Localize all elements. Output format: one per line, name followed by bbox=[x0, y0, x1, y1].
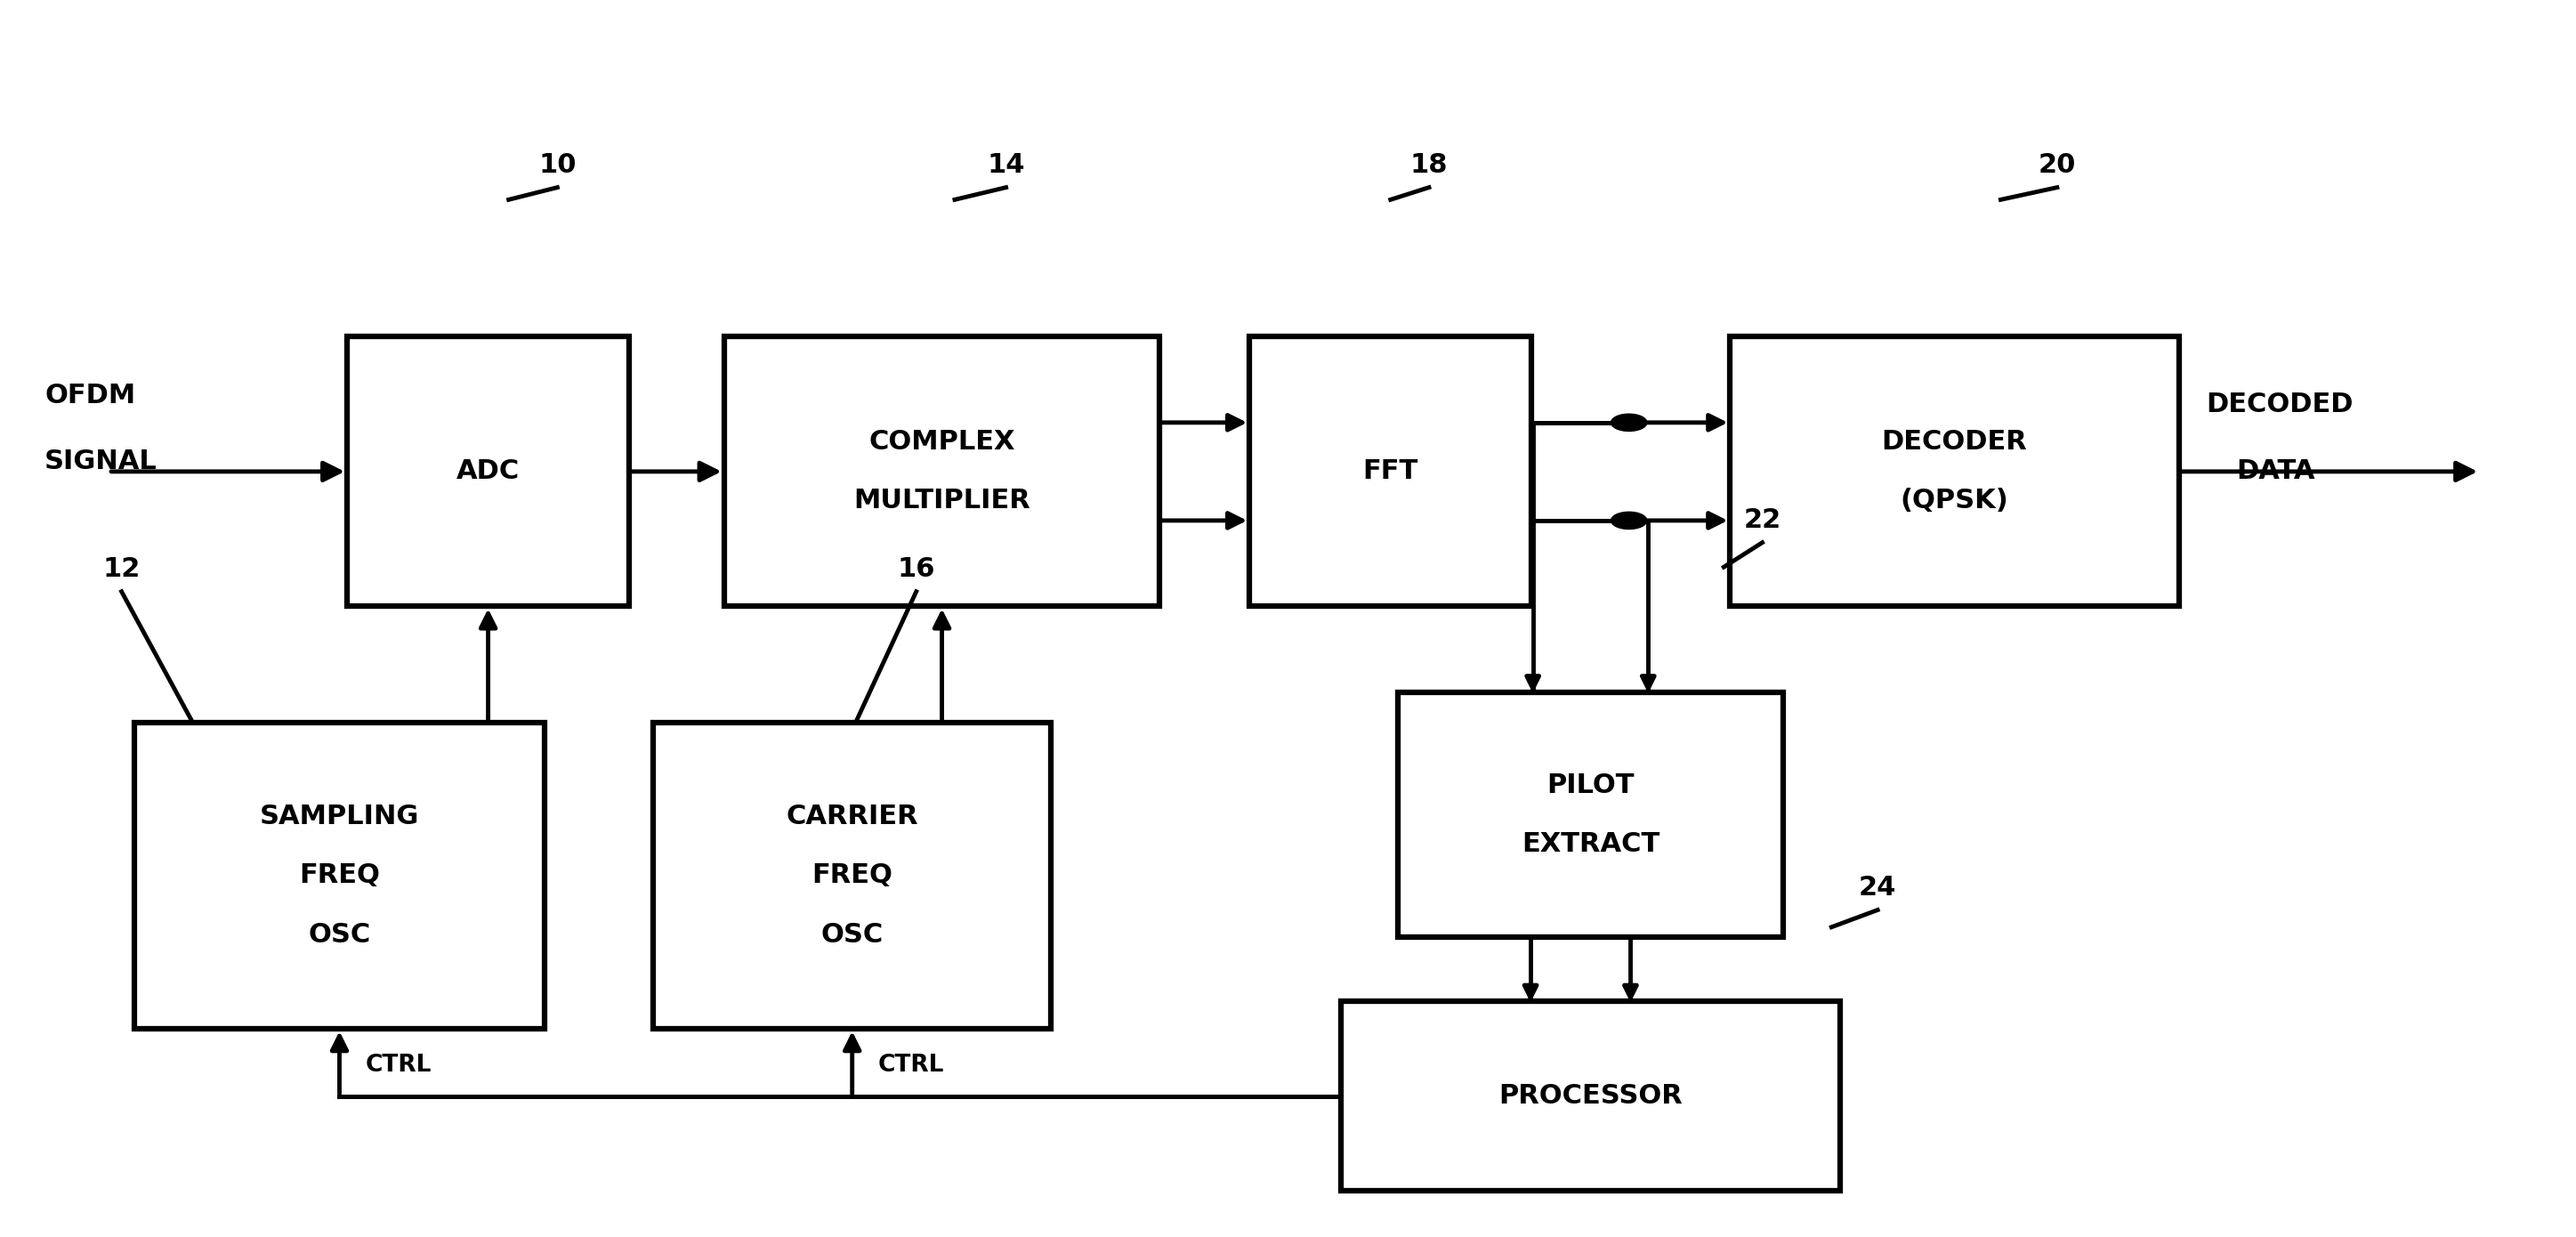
Text: 16: 16 bbox=[896, 557, 935, 583]
Text: ADC: ADC bbox=[456, 459, 520, 485]
Circle shape bbox=[1610, 512, 1646, 529]
Text: CTRL: CTRL bbox=[878, 1054, 943, 1077]
Text: COMPLEX: COMPLEX bbox=[868, 429, 1015, 455]
Bar bbox=[724, 336, 1159, 606]
Text: MULTIPLIER: MULTIPLIER bbox=[853, 489, 1030, 513]
Text: (QPSK): (QPSK) bbox=[1901, 489, 2009, 513]
Bar bbox=[1340, 1001, 1839, 1191]
Text: SAMPLING: SAMPLING bbox=[260, 804, 420, 830]
Bar bbox=[348, 336, 629, 606]
Text: CTRL: CTRL bbox=[366, 1054, 430, 1077]
Text: EXTRACT: EXTRACT bbox=[1522, 831, 1659, 857]
Text: PILOT: PILOT bbox=[1546, 772, 1633, 798]
Text: 18: 18 bbox=[1409, 152, 1448, 178]
Bar bbox=[654, 722, 1051, 1029]
Text: 12: 12 bbox=[103, 557, 142, 583]
Text: FFT: FFT bbox=[1363, 459, 1419, 485]
Circle shape bbox=[1610, 414, 1646, 432]
Text: 14: 14 bbox=[987, 152, 1025, 178]
Text: 20: 20 bbox=[2038, 152, 2076, 178]
Bar bbox=[1249, 336, 1533, 606]
Text: 22: 22 bbox=[1744, 507, 1780, 533]
Text: DECODER: DECODER bbox=[1880, 429, 2027, 455]
Text: FREQ: FREQ bbox=[299, 862, 379, 888]
Text: DATA: DATA bbox=[2236, 459, 2316, 485]
Text: 10: 10 bbox=[538, 152, 577, 178]
Text: OSC: OSC bbox=[822, 922, 884, 948]
Bar bbox=[134, 722, 544, 1029]
Text: FREQ: FREQ bbox=[811, 862, 894, 888]
Text: 24: 24 bbox=[1860, 875, 1896, 901]
Text: OFDM: OFDM bbox=[44, 382, 137, 408]
Text: DECODED: DECODED bbox=[2205, 391, 2352, 417]
Bar bbox=[1399, 691, 1783, 936]
Text: CARRIER: CARRIER bbox=[786, 804, 917, 830]
Bar bbox=[1731, 336, 2179, 606]
Text: PROCESSOR: PROCESSOR bbox=[1499, 1084, 1682, 1110]
Text: OSC: OSC bbox=[309, 922, 371, 948]
Text: SIGNAL: SIGNAL bbox=[44, 449, 157, 475]
